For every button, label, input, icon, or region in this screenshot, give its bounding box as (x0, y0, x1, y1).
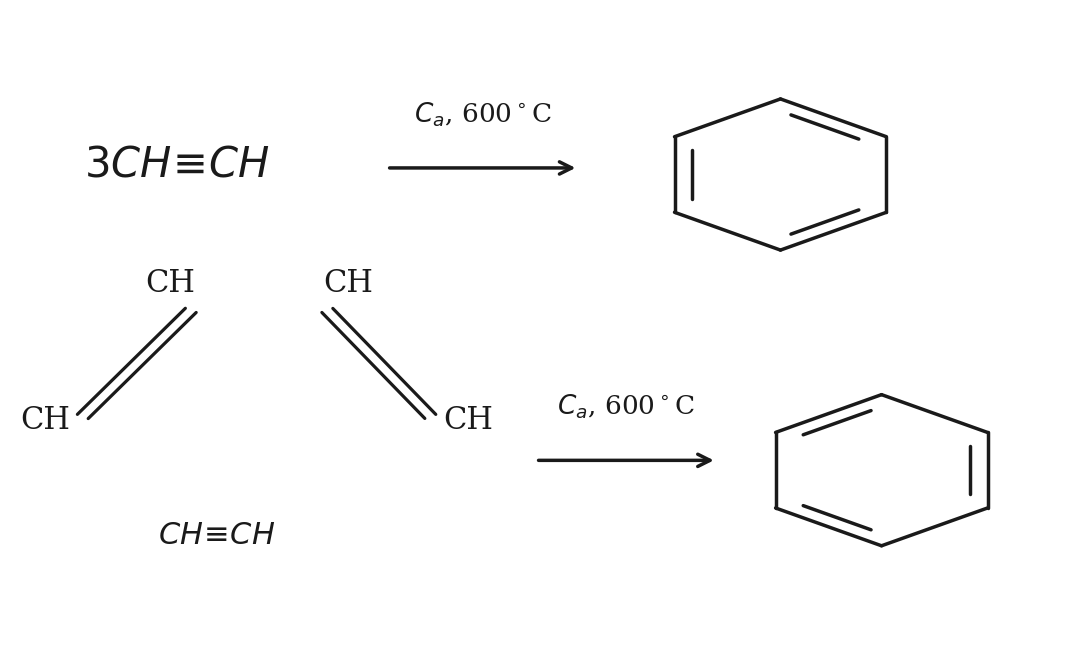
Text: $C_a$, 600$^\circ$C: $C_a$, 600$^\circ$C (414, 100, 552, 129)
Text: CH: CH (146, 268, 195, 299)
Text: CH: CH (443, 405, 494, 436)
Text: CH: CH (323, 268, 373, 299)
Text: $3CH\!\equiv\!CH$: $3CH\!\equiv\!CH$ (83, 144, 269, 186)
Text: $C_a$, 600$^\circ$C: $C_a$, 600$^\circ$C (557, 393, 696, 421)
Text: $CH\!\equiv\!CH$: $CH\!\equiv\!CH$ (158, 521, 275, 552)
Text: CH: CH (19, 405, 70, 436)
